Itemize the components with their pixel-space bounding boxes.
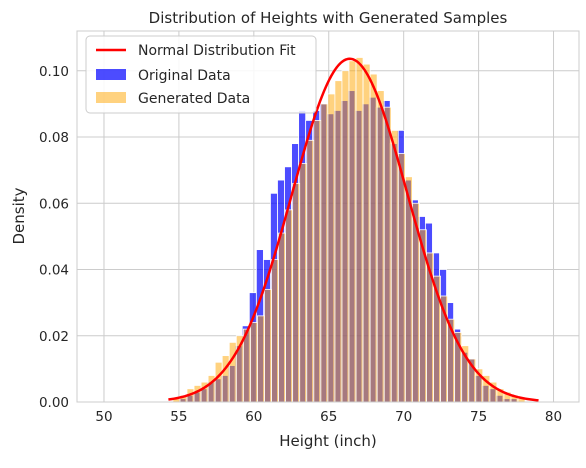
y-tick-label: 0.02 [39,329,69,345]
plot-frame [76,30,580,403]
legend-original-swatch [96,69,126,80]
generated-data-bar [271,259,279,403]
generated-data-bar [376,90,385,403]
x-tick-label: 50 [95,409,112,425]
chart-title: Distribution of Heights with Generated S… [149,9,508,27]
generated-data-bar [264,288,272,403]
legend-generated-label: Generated Data [138,91,250,107]
x-tick-label: 60 [245,409,262,425]
x-tick-label: 80 [545,409,562,425]
x-axis-label: Height (inch) [279,432,377,450]
generated-data-bar [327,93,336,403]
fit-curve-group [168,57,539,402]
x-tick-labels: 50 55 60 65 70 75 80 [95,409,562,425]
legend: Normal Distribution Fit Original Data Ge… [85,35,317,114]
y-tick-label: 0.10 [39,64,69,80]
generated-data-bar [334,80,343,403]
x-tick-label: 75 [470,409,487,425]
y-tick-label: 0.04 [39,263,69,279]
generated-data-bar [320,103,329,403]
generated-data-bar [362,63,371,403]
legend-fit-label: Normal Distribution Fit [138,43,296,59]
y-axis-label: Density [10,187,28,244]
legend-original-label: Original Data [138,68,231,84]
generated-data-bar [348,60,357,403]
x-tick-label: 70 [395,409,412,425]
generated-data-bar [341,70,350,403]
normal-fit-curve [168,57,539,402]
x-tick-label: 65 [320,409,337,425]
generated-data-bar [292,182,301,403]
generated-data-bar [257,315,265,403]
generated-data-bar [369,73,378,403]
generated-data-bar [242,328,251,403]
legend-frame [85,35,317,114]
generated-data-bar [214,361,223,403]
generated-data-bar [249,322,258,403]
generated-data-bar [383,106,392,403]
generated-data-bar [390,129,399,403]
generated-data-bar [278,232,286,403]
generated-data-bar [228,341,237,403]
y-tick-label: 0.06 [39,196,69,212]
generated-data-bar [285,209,294,403]
generated-data-bar [397,153,406,403]
y-tick-label: 0.08 [39,130,69,146]
y-tick-label: 0.00 [39,395,69,411]
generated-data-bars [172,57,526,403]
generated-data-bar [313,120,322,403]
generated-data-bar [306,139,315,403]
generated-data-bar [355,57,364,403]
legend-generated-swatch [96,92,126,103]
generated-data-bar [299,163,308,403]
x-tick-label: 55 [170,409,187,425]
y-tick-labels: 0.00 0.02 0.04 0.06 0.08 0.10 [39,64,69,411]
